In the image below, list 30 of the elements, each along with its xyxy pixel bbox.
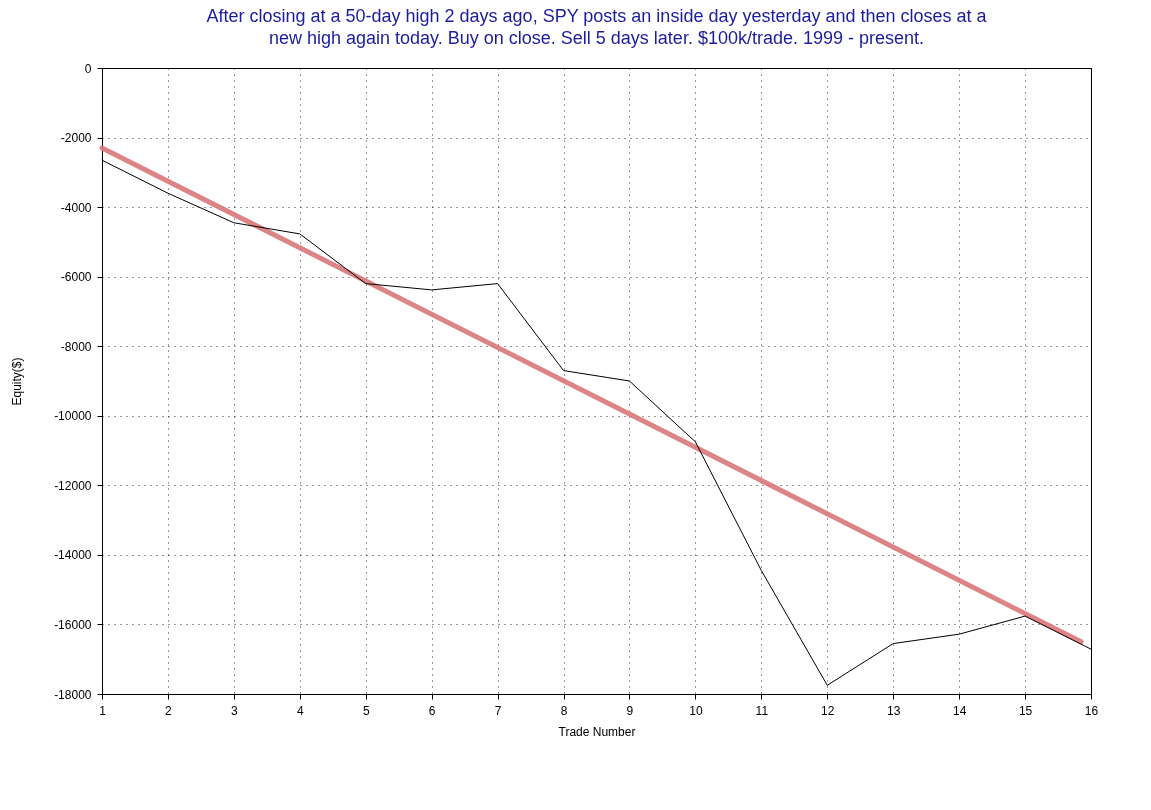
x-tick-label: 3: [231, 703, 239, 718]
x-tick-label: 15: [1018, 703, 1033, 718]
x-axis-title: Trade Number: [558, 724, 636, 739]
x-tick-label: 10: [689, 703, 703, 718]
x-tick-label: 5: [362, 703, 370, 718]
y-tick-label: -2000: [60, 131, 92, 146]
x-tick-label: 4: [296, 703, 304, 718]
text: new high again today. Buy on close. Sell 5 days later. $100k/trade. 1999 - present.: [268, 28, 925, 48]
x-tick-label: 9: [626, 703, 634, 718]
x-tick-label: 6: [428, 703, 436, 718]
y-tick-label: 0: [84, 61, 92, 76]
x-tick-label: 14: [952, 703, 967, 718]
x-tick-label: 13: [887, 703, 901, 718]
x-tick-label: 2: [165, 703, 173, 718]
y-tick-label: -12000: [54, 478, 92, 493]
x-tick-label: 12: [821, 703, 835, 718]
x-tick-label: 16: [1084, 703, 1099, 718]
text: After closing at a 50-day high 2 days ago, SPY posts an inside day yesterday and then closes at a: [206, 6, 987, 26]
y-tick-label: -16000: [54, 617, 92, 632]
y-tick-label: -10000: [54, 409, 92, 424]
y-axis-title: Equity($): [10, 357, 25, 406]
y-tick-label: -4000: [60, 200, 92, 215]
x-tick-label: 1: [99, 703, 107, 718]
y-tick-label: -14000: [54, 548, 92, 563]
x-tick-label: 11: [755, 703, 769, 718]
x-tick-label: 8: [560, 703, 568, 718]
y-tick-label: -18000: [54, 687, 92, 702]
y-tick-label: -8000: [60, 339, 92, 354]
x-tick-label: 7: [494, 703, 502, 718]
y-tick-label: -6000: [60, 270, 92, 285]
